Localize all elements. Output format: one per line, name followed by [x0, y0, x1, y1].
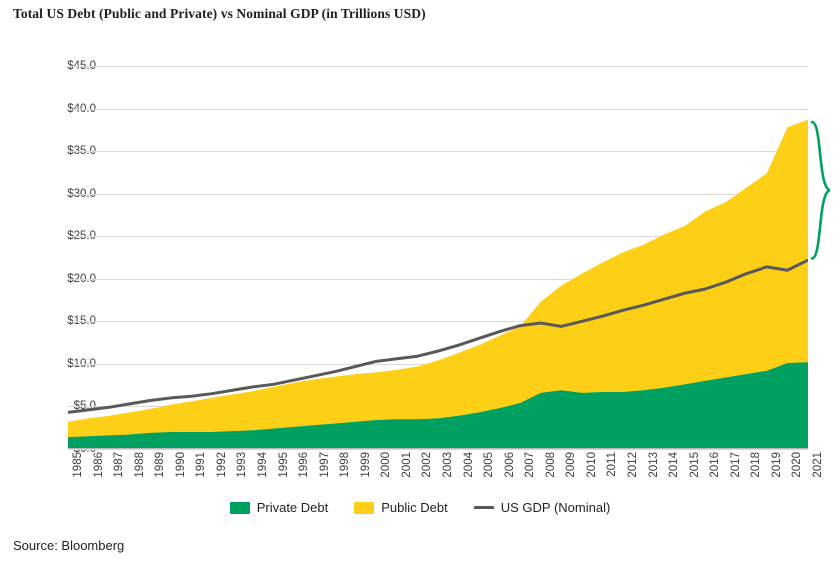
legend-label: Public Debt: [381, 500, 448, 515]
x-axis-tick-label: 2010: [585, 452, 598, 478]
x-axis-tick-label: 2003: [442, 452, 454, 478]
x-axis-tick-label: 1989: [154, 452, 167, 478]
gridline: [68, 278, 808, 280]
x-axis-tick-label: 1987: [113, 452, 126, 478]
x-axis-tick-label: 1986: [92, 452, 105, 478]
area-private-debt: [68, 362, 808, 449]
x-axis-line: [68, 448, 808, 449]
gridline: [68, 108, 808, 110]
x-axis-tick-label: 2009: [565, 452, 578, 478]
legend-label: Private Debt: [256, 500, 329, 515]
x-axis-tick-label: 1988: [133, 452, 146, 478]
gridline: [68, 236, 808, 238]
gridline: [68, 321, 808, 323]
x-axis-tick-label: 2015: [688, 452, 701, 478]
x-axis-labels: 1985 1986 1987 1988 1989 1990 1991 1992 1993 1994…: [68, 452, 824, 504]
gridline: [68, 193, 808, 195]
x-axis-tick-label: 1999: [359, 452, 372, 478]
legend-swatch: [473, 506, 494, 509]
series-svg: [68, 119, 808, 449]
plot-area: [68, 66, 808, 450]
x-axis-tick-label: 2018: [750, 452, 763, 478]
x-axis-tick-label: 2017: [729, 452, 742, 478]
chart-title: Total US Debt (Public and Private) vs No…: [13, 6, 426, 21]
brace-icon: [810, 120, 831, 260]
legend-label: US GDP (Nominal): [500, 500, 611, 515]
x-axis-tick-label: 2020: [791, 452, 804, 478]
x-axis-tick-label: 2021: [812, 452, 824, 478]
x-axis-tick-label: 2011: [606, 452, 619, 477]
x-axis-tick-label: 1985: [72, 452, 84, 478]
x-axis-tick-label: 2008: [544, 452, 557, 478]
x-axis-tick-label: 1990: [174, 452, 187, 478]
x-axis-tick-label: 2014: [668, 452, 681, 478]
area-public-debt: [68, 119, 808, 449]
x-axis-tick-label: 1992: [215, 452, 228, 478]
x-axis-tick-label: 2001: [400, 452, 413, 478]
x-axis-tick-label: 1994: [257, 452, 269, 478]
legend-item[interactable]: US GDP (Nominal): [473, 500, 611, 515]
x-axis-tick-label: 1996: [298, 452, 311, 478]
x-axis-tick-label: 2016: [709, 452, 722, 478]
x-axis-tick-label: 2012: [627, 452, 639, 478]
source-note: Source: Bloomberg: [13, 538, 125, 553]
x-axis-tick-label: 1991: [195, 452, 208, 478]
chart-legend: Private Debt Public Debt US GDP (Nominal): [0, 500, 840, 515]
legend-item[interactable]: Private Debt: [229, 500, 329, 515]
legend-swatch: [229, 501, 250, 514]
x-axis-tick-label: 2005: [483, 452, 496, 478]
x-axis-tick-label: 2007: [524, 452, 537, 478]
gridline: [68, 66, 808, 67]
gridline: [68, 151, 808, 153]
legend-item[interactable]: Public Debt: [354, 500, 448, 515]
x-axis-tick-label: 2006: [503, 452, 516, 478]
line-us-gdp: [68, 258, 808, 414]
x-axis-tick-label: 2013: [647, 452, 660, 478]
x-axis-tick-label: 2002: [421, 452, 434, 478]
x-axis-tick-label: 1995: [277, 452, 290, 478]
x-axis-tick-label: 1998: [339, 452, 352, 478]
gridline: [68, 449, 808, 450]
brace-annotation: [810, 120, 836, 260]
x-axis-tick-label: 1997: [318, 452, 331, 478]
plot-series-layer: [68, 66, 808, 449]
x-axis-tick-label: 2004: [462, 452, 475, 478]
x-axis-tick-label: 2019: [770, 452, 783, 478]
legend-swatch: [354, 501, 375, 514]
x-axis-tick-label: 2000: [380, 452, 393, 478]
x-axis-tick-label: 1993: [236, 452, 249, 478]
